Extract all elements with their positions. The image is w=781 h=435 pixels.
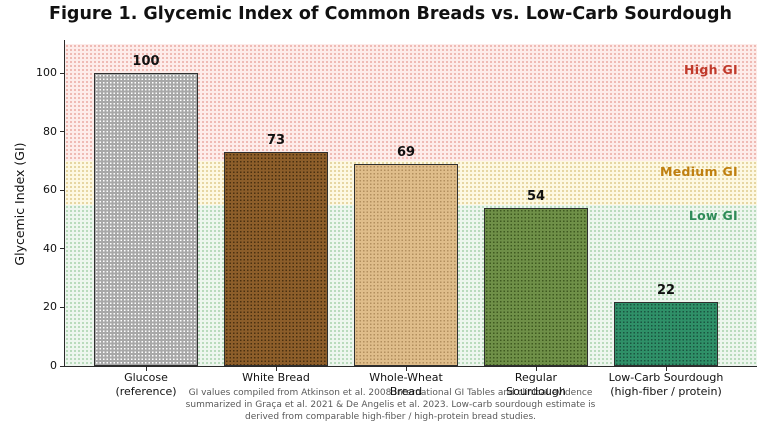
bar-value-label: 69 [396,144,416,160]
x-tick-label-whole-wheat-bread: Whole-Wheat Bread [321,371,491,398]
y-tick-label: 20 [43,300,57,314]
x-tick-label-line: Low-Carb Sourdough [608,371,724,384]
bar-value-label: 100 [132,54,160,69]
zone-label-low-gi: Low GI [688,207,738,223]
y-tick-mark [60,306,64,308]
bar-regular-sourdough [484,207,588,366]
x-tick-label-line: Regular [514,371,558,384]
source-caption: GI values compiled from Atkinson et al. … [0,387,781,424]
y-axis-label: Glycemic Index (GI) [12,142,27,266]
x-tick-label-line: Bread [389,384,423,398]
x-axis-spine [64,366,757,367]
y-axis-spine [64,40,65,367]
x-tick-mark [146,367,147,371]
zone-label-medium-gi: Medium GI [659,163,738,179]
x-tick-mark [666,367,667,371]
x-tick-label-line: (high-fiber / protein) [610,384,722,398]
y-tick-mark [60,365,64,367]
y-tick-label: 80 [43,124,57,138]
bar-value-label: 54 [526,188,546,204]
x-tick-label-white-bread: White Bread [191,371,361,385]
x-tick-label-line: Whole-Wheat [369,371,443,384]
chart-title: Figure 1. Glycemic Index of Common Bread… [48,4,732,24]
x-tick-label-low-carb-sourdough-high-fiber-protein: Low-Carb Sourdough (high-fiber / protein) [581,371,751,398]
x-tick-label-line: Glucose [124,371,168,384]
bar-whole-wheat-bread [354,163,458,366]
caption-line-2: summarized in Graça et al. 2021 & De Ang… [185,400,596,411]
x-tick-label-line: White Bread [242,371,310,384]
bar-glucose-reference [94,73,198,366]
x-tick-mark [276,367,277,371]
x-tick-label-line: Sourdough [506,384,566,398]
bar-low-carb-sourdough-high-fiber-protein [614,301,718,366]
y-tick-mark [60,72,64,74]
y-tick-label: 40 [43,241,57,255]
y-tick-mark [60,189,64,191]
y-tick-label: 0 [50,359,57,372]
caption-line-1: GI values compiled from Atkinson et al. … [188,388,593,398]
x-tick-mark [536,367,537,371]
bar-value-label: 22 [656,282,676,298]
y-tick-mark [60,248,64,250]
caption-line-3: derived from comparable high-fiber / hig… [245,412,536,423]
bar-white-bread [224,152,328,366]
y-tick-label: 60 [43,183,57,197]
x-tick-label-glucose-reference: Glucose (reference) [61,371,231,398]
x-tick-label-regular-sourdough: Regular Sourdough [451,371,621,398]
x-tick-mark [406,367,407,371]
y-tick-label: 100 [36,66,57,79]
bar-value-label: 73 [266,133,286,149]
x-tick-label-line: (reference) [115,384,177,398]
y-tick-mark [60,131,64,133]
zone-label-high-gi: High GI [684,62,738,77]
